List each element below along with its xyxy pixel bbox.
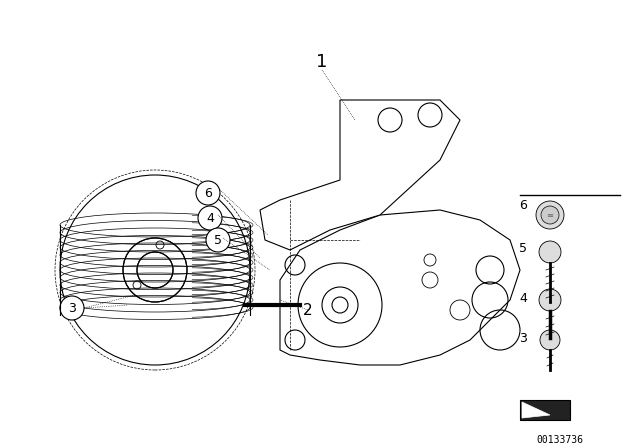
Circle shape (206, 228, 230, 252)
Text: 1: 1 (316, 53, 328, 71)
Circle shape (198, 206, 222, 230)
Polygon shape (520, 400, 570, 420)
Text: 6: 6 (519, 198, 527, 211)
Ellipse shape (540, 330, 560, 350)
Text: 6: 6 (204, 186, 212, 199)
Polygon shape (260, 100, 460, 250)
Text: 4: 4 (206, 211, 214, 224)
Ellipse shape (539, 289, 561, 311)
Ellipse shape (541, 206, 559, 224)
Text: 00133736: 00133736 (536, 435, 584, 445)
Text: 2: 2 (303, 302, 313, 318)
Text: 5: 5 (519, 241, 527, 254)
Polygon shape (280, 210, 520, 365)
Polygon shape (522, 402, 550, 418)
Text: ≡: ≡ (547, 211, 554, 220)
Text: 4: 4 (519, 292, 527, 305)
Text: 3: 3 (68, 302, 76, 314)
Ellipse shape (539, 241, 561, 263)
Circle shape (60, 296, 84, 320)
Ellipse shape (536, 201, 564, 229)
Text: 3: 3 (519, 332, 527, 345)
Circle shape (196, 181, 220, 205)
Text: 5: 5 (214, 233, 222, 246)
